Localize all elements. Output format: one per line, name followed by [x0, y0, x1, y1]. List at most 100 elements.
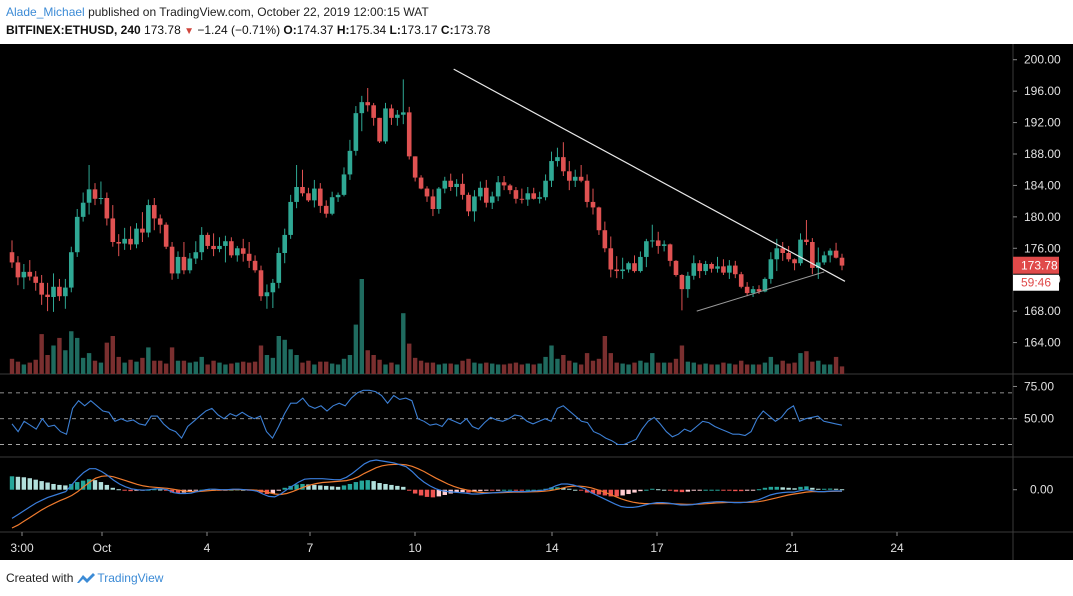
volume-bar — [620, 363, 625, 374]
volume-bar — [347, 355, 353, 374]
price-tick-label: 176.00 — [1024, 241, 1061, 255]
volume-bar — [169, 347, 175, 374]
volume-bar — [128, 359, 133, 374]
macd-histogram-bar — [513, 489, 519, 491]
volume-bar — [57, 337, 62, 374]
rsi-tick-label: 50.00 — [1024, 412, 1054, 426]
trendlines — [453, 68, 846, 312]
macd-histogram-bar — [98, 482, 104, 490]
candle-body — [122, 238, 127, 244]
tradingview-link[interactable]: TradingView — [97, 571, 164, 585]
candle-body — [798, 239, 803, 264]
created-text: Created with — [6, 571, 74, 585]
candle-body — [406, 112, 412, 157]
macd-histogram-bar — [519, 489, 525, 491]
author-link[interactable]: Alade_Michael — [6, 5, 85, 19]
macd-histogram-bar — [644, 489, 649, 491]
macd-histogram-bar — [33, 479, 38, 490]
open-label: O: — [283, 23, 297, 37]
volume-bar — [241, 361, 246, 374]
volume-bar — [436, 364, 442, 374]
macd-histogram-bar — [590, 489, 596, 494]
volume-bar — [804, 351, 809, 374]
candle-body — [347, 150, 353, 175]
candle-body — [732, 265, 738, 275]
down-arrow-icon: ▼ — [184, 26, 194, 37]
volume-bar — [822, 364, 827, 374]
macd-histogram-bar — [329, 486, 335, 490]
volume-bar — [685, 361, 691, 374]
candle-body — [590, 201, 596, 208]
macd-histogram-bar — [353, 482, 359, 490]
chart-canvas[interactable]: 200.00 196.00 192.00 188.00 184.00 180.00 176.… — [0, 44, 1073, 560]
low-value: 173.17 — [400, 23, 438, 37]
macd-histogram-bar — [756, 489, 762, 491]
candle-body — [116, 242, 122, 244]
candle-body — [223, 241, 228, 246]
volume-bar — [21, 364, 27, 374]
volume-bar — [86, 353, 92, 374]
volume-bar — [715, 364, 720, 374]
volume-bar — [377, 359, 382, 374]
candle-body — [335, 194, 341, 198]
open-value: 174.37 — [296, 23, 334, 37]
descending-trendline — [453, 68, 846, 282]
volume-bar — [430, 362, 436, 374]
publish-line: Alade_Michael published on TradingView.c… — [6, 5, 429, 19]
volume-bar — [531, 364, 536, 374]
candle-body — [839, 257, 845, 266]
macd-histogram-bar — [365, 480, 370, 490]
macd-histogram-bar — [294, 484, 299, 490]
volume-bar — [584, 353, 590, 374]
volume-bar — [448, 363, 453, 374]
close-label: C: — [440, 23, 454, 37]
volume-bar — [673, 358, 679, 374]
volume-bar — [507, 363, 513, 374]
volume-bar — [134, 361, 139, 374]
macd-histogram-bar — [92, 480, 98, 490]
candle-body — [596, 207, 602, 231]
macd-histogram-bar — [762, 487, 768, 490]
macd-signal-line — [11, 463, 842, 529]
candle-body — [205, 234, 210, 246]
candle-body — [74, 216, 80, 253]
macd-histogram-bar — [175, 489, 181, 494]
candle-body — [679, 275, 685, 290]
candle-body — [827, 250, 833, 256]
footer: Created with TradingView — [0, 560, 1073, 596]
chart-area[interactable]: 200.00 196.00 192.00 188.00 184.00 180.00 176.… — [0, 44, 1073, 560]
macd-histogram-bar — [650, 488, 655, 490]
volume-bar — [561, 355, 566, 374]
volume-bar — [211, 360, 216, 374]
volume-bar — [152, 360, 157, 374]
candle-body — [33, 276, 39, 283]
volume-bar — [80, 357, 86, 374]
volume-bar — [324, 361, 329, 374]
candle-body — [276, 253, 282, 283]
candle-body — [163, 224, 169, 247]
macd-histogram-bar — [721, 489, 726, 491]
candle-body — [9, 252, 15, 263]
macd-histogram-bar — [673, 489, 679, 492]
candle-body — [489, 196, 495, 203]
candle-body — [821, 255, 827, 263]
price-tick-label: 184.00 — [1024, 178, 1061, 192]
volume-bar — [525, 363, 530, 374]
candle-body — [430, 196, 436, 209]
volume-bar — [300, 362, 305, 374]
macd-histogram-bar — [430, 489, 436, 498]
time-tick-label: 7 — [307, 541, 314, 555]
volume-bar — [816, 360, 821, 374]
macd-histogram-bar — [383, 483, 388, 490]
volume-bar — [703, 363, 708, 374]
volume-bar — [632, 362, 637, 374]
volume-bar — [537, 363, 542, 374]
volume-bar — [27, 362, 32, 374]
price-tick-label: 196.00 — [1024, 84, 1061, 98]
candle-body — [317, 188, 323, 206]
price-change: −1.24 (−0.71%) — [197, 23, 281, 37]
candle-body — [365, 102, 371, 106]
macd-histogram-bar — [839, 489, 845, 491]
macd-histogram-bar — [786, 487, 791, 490]
candle-body — [252, 260, 258, 271]
